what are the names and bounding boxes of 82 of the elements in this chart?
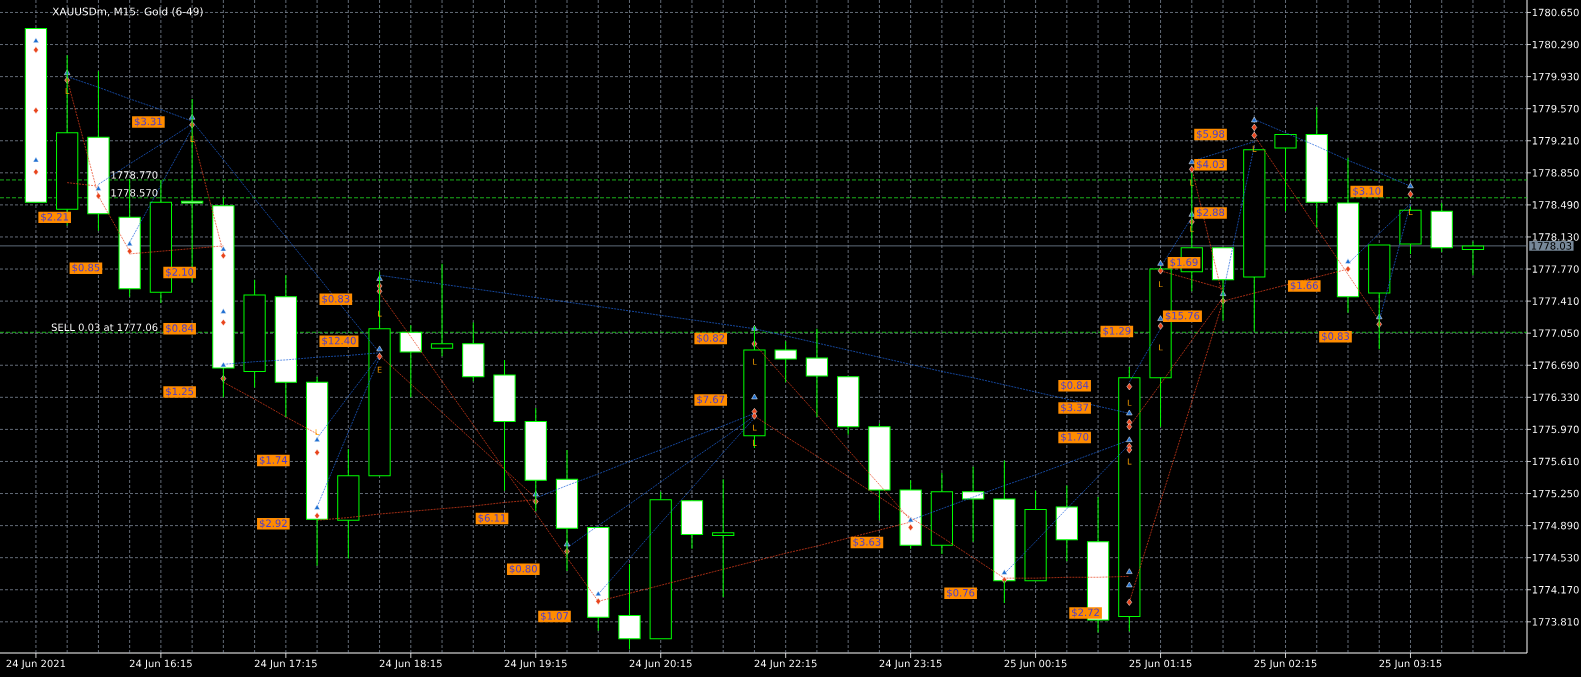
annotation: $1.25 — [166, 387, 194, 397]
x-tick-label: 24 Jun 17:15 — [254, 659, 317, 670]
y-tick-label: 1778.490 — [1532, 201, 1579, 209]
annotation: $0.83 — [322, 294, 350, 304]
annotation: $1.69 — [1170, 258, 1198, 268]
y-tick-label: 1779.570 — [1532, 104, 1579, 113]
annotation: $2.72 — [1072, 608, 1099, 618]
annotation: $3.31 — [134, 117, 162, 127]
y-tick-label: 1776.330 — [1532, 393, 1579, 402]
annotation: L — [315, 429, 320, 435]
annotation: L — [1159, 281, 1163, 288]
annotation: $2.21 — [41, 212, 69, 222]
annotation: $3.63 — [853, 537, 881, 548]
annotation: $0.83 — [1322, 332, 1350, 342]
annotation: $1.74 — [259, 456, 288, 466]
y-tick-label: 1775.250 — [1532, 489, 1579, 498]
annotation: $1.29 — [1103, 326, 1131, 336]
annotation: $0.76 — [947, 588, 975, 598]
x-tick-label: 24 Jun 23:15 — [879, 659, 942, 670]
x-tick-label: 25 Jun 00:15 — [1004, 659, 1067, 670]
annotation: E — [377, 366, 382, 373]
x-tick-label: 24 Jun 19:15 — [504, 659, 567, 670]
annotation: L — [378, 310, 382, 317]
annotation: L — [1190, 226, 1194, 232]
ref-line-label: SELL 0.03 at 1777.06 — [51, 323, 158, 332]
annotation: $0.82 — [697, 333, 725, 344]
annotation: $1.70 — [1061, 432, 1089, 442]
y-tick-label: 1777.050 — [1532, 329, 1579, 337]
annotation: L — [190, 136, 195, 142]
ref-line-label: 1778.770 — [111, 171, 158, 179]
y-tick-label: 1775.610 — [1532, 457, 1579, 466]
annotation: $2.92 — [259, 519, 287, 529]
annotation: $5.98 — [1197, 129, 1225, 140]
y-tick-label: 1779.210 — [1532, 136, 1579, 145]
annotation: $0.84 — [166, 324, 194, 334]
x-tick-label: 25 Jun 01:15 — [1129, 659, 1192, 670]
annotation: L — [65, 87, 70, 94]
y-tick-label: 1774.890 — [1532, 521, 1579, 530]
y-tick-label: 1778.850 — [1532, 169, 1579, 177]
annotation: $3.10 — [1353, 186, 1381, 197]
annotation: L — [1127, 458, 1132, 465]
annotation: $12.40 — [322, 336, 356, 346]
y-tick-label: 1777.770 — [1532, 265, 1579, 273]
x-tick-label: 25 Jun 03:15 — [1379, 659, 1442, 670]
annotation: $0.84 — [1061, 381, 1089, 391]
annotation: $15.76 — [1165, 311, 1200, 321]
x-tick-label: 24 Jun 16:15 — [129, 659, 192, 670]
x-tick-label: 24 Jun 18:15 — [379, 659, 442, 670]
y-tick-label: 1774.170 — [1532, 585, 1579, 594]
annotation: $4.03 — [1197, 160, 1225, 170]
annotation: L — [753, 439, 757, 446]
annotation: L — [1252, 145, 1257, 152]
annotation: $7.67 — [697, 395, 725, 405]
x-tick-label: 25 Jun 02:15 — [1254, 659, 1317, 670]
annotation: L — [1159, 344, 1163, 351]
y-tick-label: 1775.970 — [1532, 425, 1579, 434]
annotation: $6.11 — [478, 513, 506, 524]
annotation: $3.37 — [1061, 403, 1089, 413]
annotation: L — [1409, 209, 1413, 215]
annotation: $2.88 — [1197, 208, 1225, 218]
y-tick-label: 1774.530 — [1532, 553, 1579, 562]
y-tick-label: 1776.690 — [1532, 361, 1579, 370]
x-tick-label: 24 Jun 20:15 — [629, 659, 692, 670]
y-tick-label: 1773.810 — [1532, 618, 1579, 626]
annotation: L — [1127, 399, 1132, 406]
y-tick-label: 1780.290 — [1532, 40, 1579, 49]
ref-line-label: 1778.03 — [1531, 242, 1572, 250]
annotation: $0.80 — [509, 564, 537, 574]
y-tick-label: 1777.410 — [1532, 297, 1579, 305]
annotation: L — [1190, 179, 1194, 186]
y-tick-label: 1779.930 — [1532, 72, 1579, 81]
text: XAUUSDm, M15: Gold (6-49) — [52, 7, 203, 17]
y-tick-label: 1780.650 — [1532, 8, 1579, 17]
annotation: L — [753, 424, 757, 431]
x-tick-label: 24 Jun 2021 — [6, 659, 66, 670]
annotation: $1.66 — [1290, 281, 1318, 291]
y-tick-label: 1778.130 — [1532, 233, 1579, 241]
annotation: $1.07 — [541, 611, 568, 622]
annotation: L — [753, 358, 757, 365]
x-tick-label: 24 Jun 22:15 — [754, 659, 817, 670]
annotation: $2.10 — [166, 268, 194, 278]
annotation: $0.85 — [72, 263, 100, 273]
